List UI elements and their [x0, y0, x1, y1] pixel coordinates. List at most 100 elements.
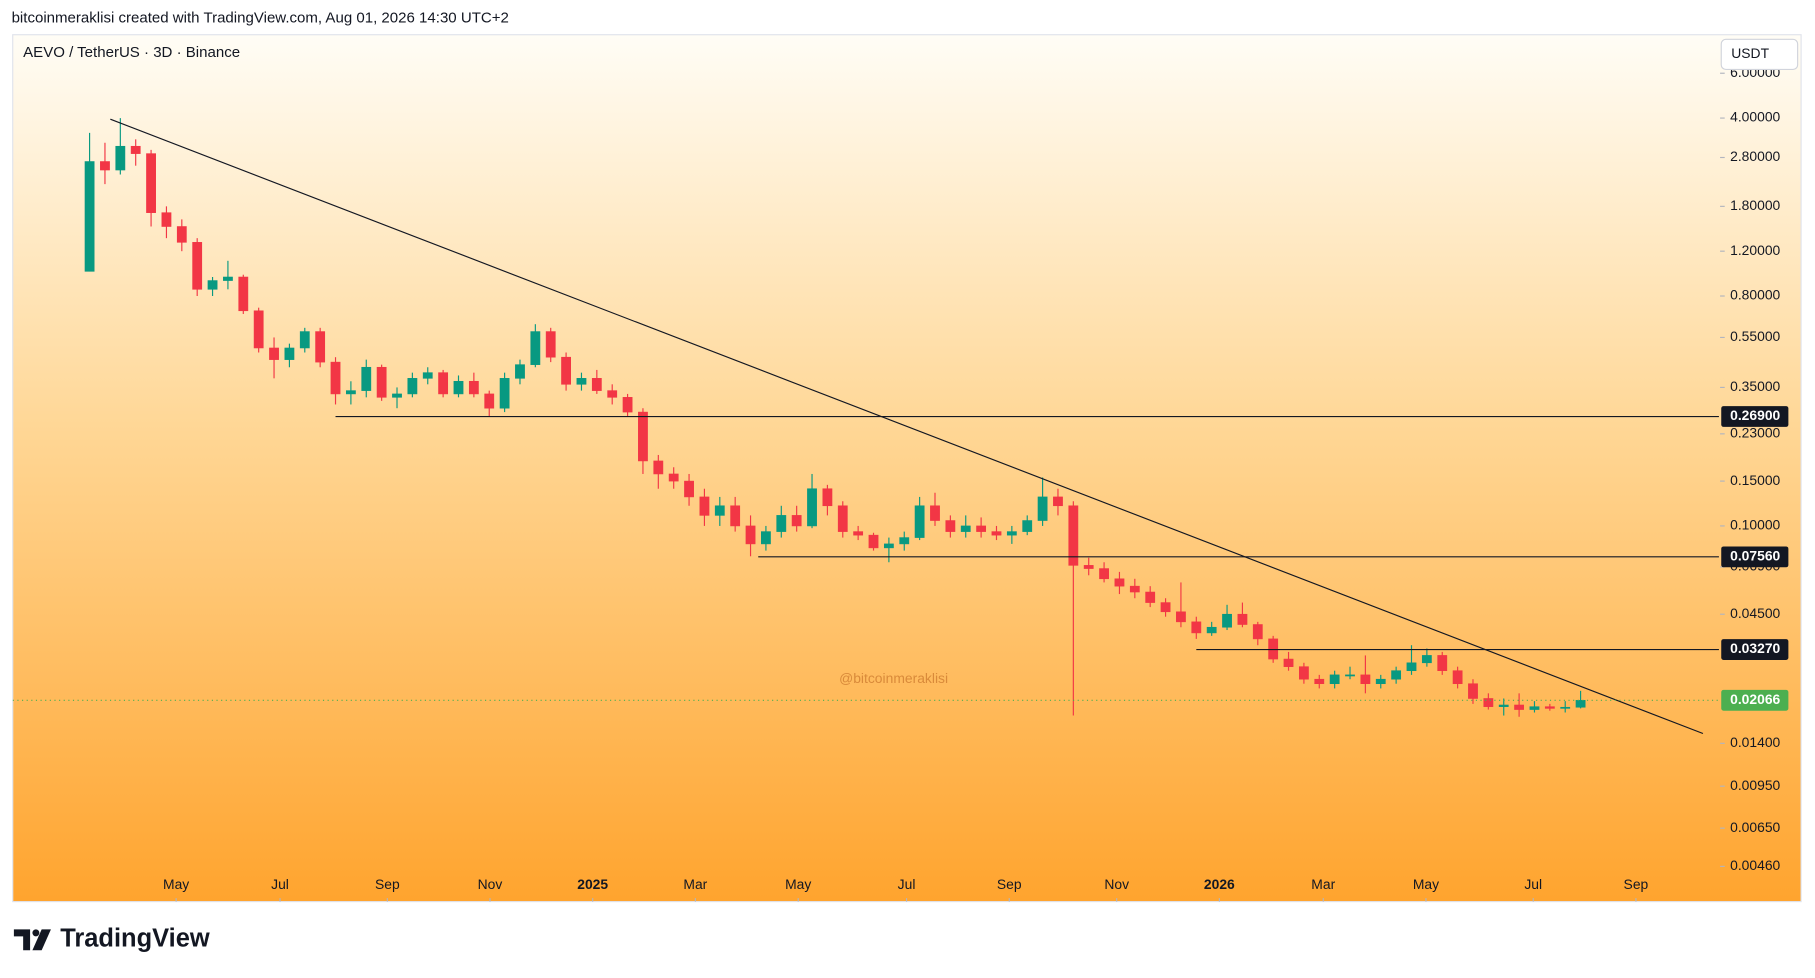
candle-body: [622, 397, 633, 413]
candle-body: [1083, 565, 1094, 569]
candle-body: [392, 393, 402, 398]
candle-body: [1114, 578, 1125, 587]
x-tick-label: Jul: [1524, 876, 1542, 892]
candle-body: [223, 276, 233, 281]
candle-body: [376, 366, 387, 398]
candle-body: [761, 531, 771, 545]
y-tick-label: 0.35000: [1730, 378, 1780, 394]
candle-body: [684, 480, 694, 498]
last-price-box: [1721, 689, 1789, 711]
candle-body: [930, 505, 940, 521]
credit: bitcoinmeraklisi created with TradingVie…: [12, 9, 509, 26]
y-tick-label: 0.23000: [1730, 425, 1780, 441]
candle-body: [284, 347, 295, 360]
axes: 6.000004.000002.800001.800001.200000.800…: [163, 64, 1789, 902]
candle-body: [269, 347, 279, 360]
level-label-box: [1721, 546, 1789, 568]
candle-body: [668, 473, 679, 482]
candle-body: [607, 390, 618, 398]
candle-body: [1329, 674, 1340, 685]
candle-body: [299, 331, 310, 349]
candle-body: [361, 366, 372, 391]
currency-label[interactable]: USDT: [1731, 45, 1769, 61]
candle-body: [1483, 698, 1494, 707]
candle-body: [1498, 704, 1509, 707]
level-label: 0.03270: [1730, 640, 1780, 656]
candle-body: [1391, 670, 1402, 680]
candle-body: [745, 525, 756, 545]
chart-pane: [12, 34, 1802, 903]
x-tick-label: Sep: [997, 876, 1022, 892]
candle-body: [1375, 678, 1386, 685]
candle-body: [1514, 704, 1525, 710]
candle-body: [330, 361, 341, 395]
x-tick-label: May: [163, 876, 189, 892]
candle-body: [1129, 585, 1140, 593]
currency-button[interactable]: [1720, 38, 1799, 71]
candle-body: [1283, 658, 1294, 667]
y-tick-label: 2.80000: [1730, 148, 1780, 164]
x-tick-label: Sep: [1624, 876, 1649, 892]
candle-body: [1160, 602, 1171, 613]
candle-body: [853, 531, 864, 536]
candle-body: [453, 380, 464, 395]
candle-body: [1345, 674, 1355, 677]
candle-body: [1406, 662, 1417, 671]
x-tick-label: 2026: [1204, 876, 1235, 892]
candle-body: [1529, 706, 1540, 710]
candle-body: [1468, 683, 1478, 699]
x-tick-label: Mar: [1311, 876, 1335, 892]
candle-body: [484, 393, 495, 409]
candle-body: [653, 460, 664, 475]
candle-body: [1360, 674, 1371, 685]
candle-body: [730, 505, 741, 527]
level-label: 0.26900: [1730, 407, 1780, 423]
plot: [12, 118, 1719, 735]
trendline: [110, 118, 1704, 735]
y-tick-label: 4.00000: [1730, 109, 1780, 125]
level-label: 0.07560: [1730, 548, 1780, 564]
candle-body: [991, 531, 1002, 536]
candle-body: [146, 153, 156, 213]
candle-body: [407, 378, 418, 395]
candle-body: [1252, 624, 1263, 640]
candle-body: [1191, 621, 1202, 634]
candle-body: [976, 525, 987, 532]
candle-body: [1053, 496, 1063, 507]
y-tick-label: 1.80000: [1730, 197, 1780, 213]
candle-body: [1560, 706, 1571, 709]
candle-body: [1544, 706, 1555, 709]
x-tick-label: Nov: [478, 876, 503, 892]
candle-body: [115, 145, 126, 171]
watermark: @bitcoinmeraklisi: [839, 670, 948, 686]
candle-body: [638, 411, 648, 462]
candle-body: [561, 356, 571, 385]
logo-mark: [32, 929, 51, 951]
candle-body: [100, 161, 110, 171]
candle-body: [1176, 611, 1186, 623]
candle-body: [468, 380, 479, 395]
candle-body: [530, 331, 541, 365]
y-tick-label: 1.20000: [1730, 242, 1780, 258]
candle-body: [1452, 670, 1463, 685]
last-price-label: 0.02066: [1730, 691, 1780, 707]
candle-body: [161, 212, 172, 227]
candle-body: [591, 378, 602, 391]
y-tick-label: 0.10000: [1730, 517, 1780, 533]
candle-body: [1006, 531, 1017, 536]
logo-mark: [13, 929, 31, 951]
y-tick-label: 0.55000: [1730, 328, 1780, 344]
x-tick-label: Nov: [1104, 876, 1129, 892]
y-tick-label: 0.01400: [1730, 734, 1780, 750]
candle-body: [1222, 613, 1232, 628]
candle-body: [1437, 655, 1448, 671]
candle-body: [438, 372, 449, 395]
candle-body: [837, 505, 848, 532]
x-tick-label: May: [1413, 876, 1439, 892]
candle-body: [1314, 678, 1325, 685]
x-tick-label: Jul: [898, 876, 916, 892]
y-tick-label: 0.15000: [1730, 472, 1780, 488]
candle-body: [1145, 591, 1156, 603]
candle-body: [192, 242, 203, 290]
